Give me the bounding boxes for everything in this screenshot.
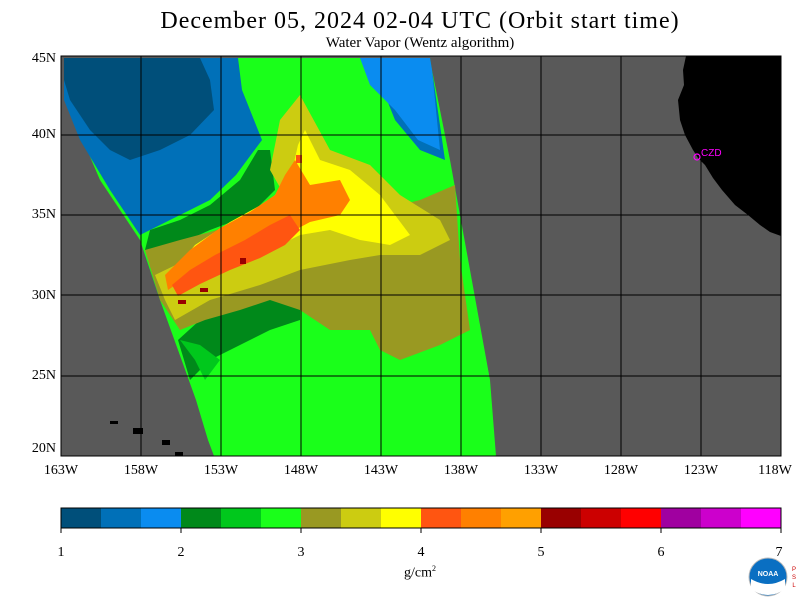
swath-red-orange-core	[172, 215, 300, 296]
lat-label-25n: 25N	[31, 368, 56, 383]
colorbar-swatch	[181, 508, 221, 528]
colorbar-tick-5: 5	[537, 545, 545, 560]
colorbar-swatch	[461, 508, 501, 528]
colorbar-swatch	[581, 508, 621, 528]
psl-logo-text-l: L	[792, 583, 796, 589]
colorbar-tick-1: 1	[57, 545, 65, 560]
swath-max-spot	[200, 288, 208, 292]
colorbar-swatch	[421, 508, 461, 528]
lat-label-40n: 40N	[31, 127, 56, 142]
psl-logo-text-p: P	[792, 567, 796, 573]
noaa-logo-text: NOAA	[758, 571, 779, 578]
map-frame	[60, 55, 782, 457]
lon-label-153w: 153W	[203, 463, 239, 478]
lon-label-158w: 158W	[123, 463, 159, 478]
swath-darkgreen-southwest	[180, 340, 220, 380]
hawaii-islands	[110, 421, 183, 456]
lon-label-128w: 128W	[603, 463, 639, 478]
colorbar-swatch	[101, 508, 141, 528]
colorbar-swatch	[741, 508, 781, 528]
colorbar-tick-6: 6	[657, 545, 665, 560]
lon-label-118w: 118W	[758, 463, 792, 478]
lat-label-45n: 45N	[31, 51, 56, 66]
units-text: g/cm	[404, 565, 432, 581]
psl-logo-text-s: S	[792, 575, 796, 581]
lat-label-35n: 35N	[31, 207, 56, 222]
lon-label-133w: 133W	[523, 463, 559, 478]
colorbar	[60, 507, 782, 533]
map-subtitle: Water Vapor (Wentz algorithm)	[325, 35, 515, 51]
colorbar-swatch	[661, 508, 701, 528]
colorbar-swatch	[301, 508, 341, 528]
swath-darkgreen-north	[145, 150, 275, 250]
lat-label-30n: 30N	[31, 288, 56, 303]
lon-label-143w: 143W	[363, 463, 399, 478]
colorbar-swatch	[541, 508, 581, 528]
colorbar-swatch	[701, 508, 741, 528]
colorbar-tick-4: 4	[417, 545, 425, 560]
units-superscript: 2	[432, 564, 436, 573]
colorbar-swatch	[61, 508, 101, 528]
lon-label-138w: 138W	[443, 463, 479, 478]
colorbar-swatch	[381, 508, 421, 528]
colorbar-swatch	[261, 508, 301, 528]
lon-label-148w: 148W	[283, 463, 319, 478]
swath-data	[64, 58, 496, 456]
noaa-logo: NOAA P S L	[748, 557, 796, 597]
lon-label-163w: 163W	[43, 463, 79, 478]
map-title: December 05, 2024 02-04 UTC (Orbit start…	[160, 8, 680, 34]
colorbar-units: g/cm2	[385, 564, 455, 582]
lat-label-20n: 20N	[31, 441, 56, 456]
swath-max-spot	[296, 155, 302, 163]
swath-max-spot	[178, 300, 186, 304]
north-america-land	[678, 56, 781, 236]
colorbar-swatch	[141, 508, 181, 528]
colorbar-swatch	[221, 508, 261, 528]
colorbar-tick-7: 7	[775, 545, 783, 560]
swath-max-spot	[240, 258, 246, 264]
swath-dry-northeast-lightblue	[360, 58, 440, 150]
lon-label-123w: 123W	[683, 463, 719, 478]
colorbar-tick-2: 2	[177, 545, 185, 560]
colorbar-tick-3: 3	[297, 545, 305, 560]
station-marker	[693, 153, 701, 161]
colorbar-swatch	[501, 508, 541, 528]
colorbar-swatch	[341, 508, 381, 528]
graticule	[61, 56, 781, 456]
colorbar-swatch	[621, 508, 661, 528]
station-label: CZD	[701, 148, 722, 159]
